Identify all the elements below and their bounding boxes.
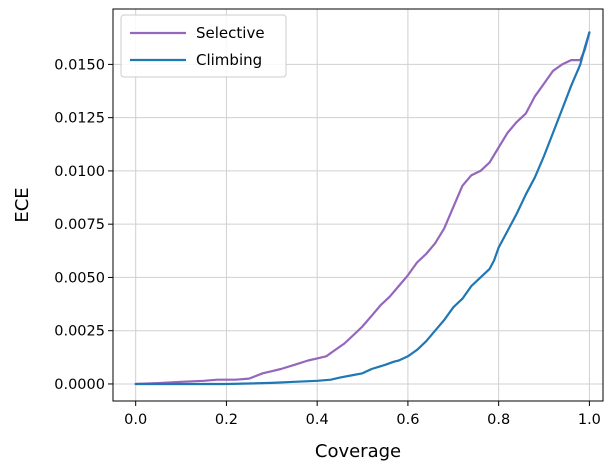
y-tick-label: 0.0100 <box>54 164 105 180</box>
x-axis-title: Coverage <box>315 441 401 462</box>
y-tick-label: 0.0025 <box>54 324 105 340</box>
x-tick-label: 0.0 <box>124 412 147 428</box>
x-tick-label: 1.0 <box>578 412 601 428</box>
y-tick-label: 0.0000 <box>54 377 105 393</box>
x-tick-label: 0.2 <box>215 412 238 428</box>
series-lines <box>134 31 591 386</box>
y-tick-label: 0.0150 <box>54 57 105 73</box>
y-tick-label: 0.0125 <box>54 111 105 127</box>
x-tick-label: 0.4 <box>306 412 329 428</box>
x-tick-label: 0.8 <box>487 412 510 428</box>
legend: Selective Climbing <box>120 14 287 78</box>
y-tick-label: 0.0075 <box>54 217 105 233</box>
series-line-selective <box>134 31 591 386</box>
plot-frame <box>112 8 604 402</box>
legend-label-selective: Selective <box>196 24 265 42</box>
x-tick-label: 0.6 <box>396 412 419 428</box>
series-line-climbing <box>134 31 591 386</box>
ticks: 0.0 0.2 0.4 0.6 0.8 1.0 0.0000 0.0025 0.0050 0.00… <box>54 57 601 428</box>
grid <box>113 9 603 401</box>
legend-box <box>120 14 287 78</box>
legend-label-climbing: Climbing <box>196 51 262 69</box>
y-axis-title: ECE <box>12 187 33 222</box>
y-tick-label: 0.0050 <box>54 270 105 286</box>
